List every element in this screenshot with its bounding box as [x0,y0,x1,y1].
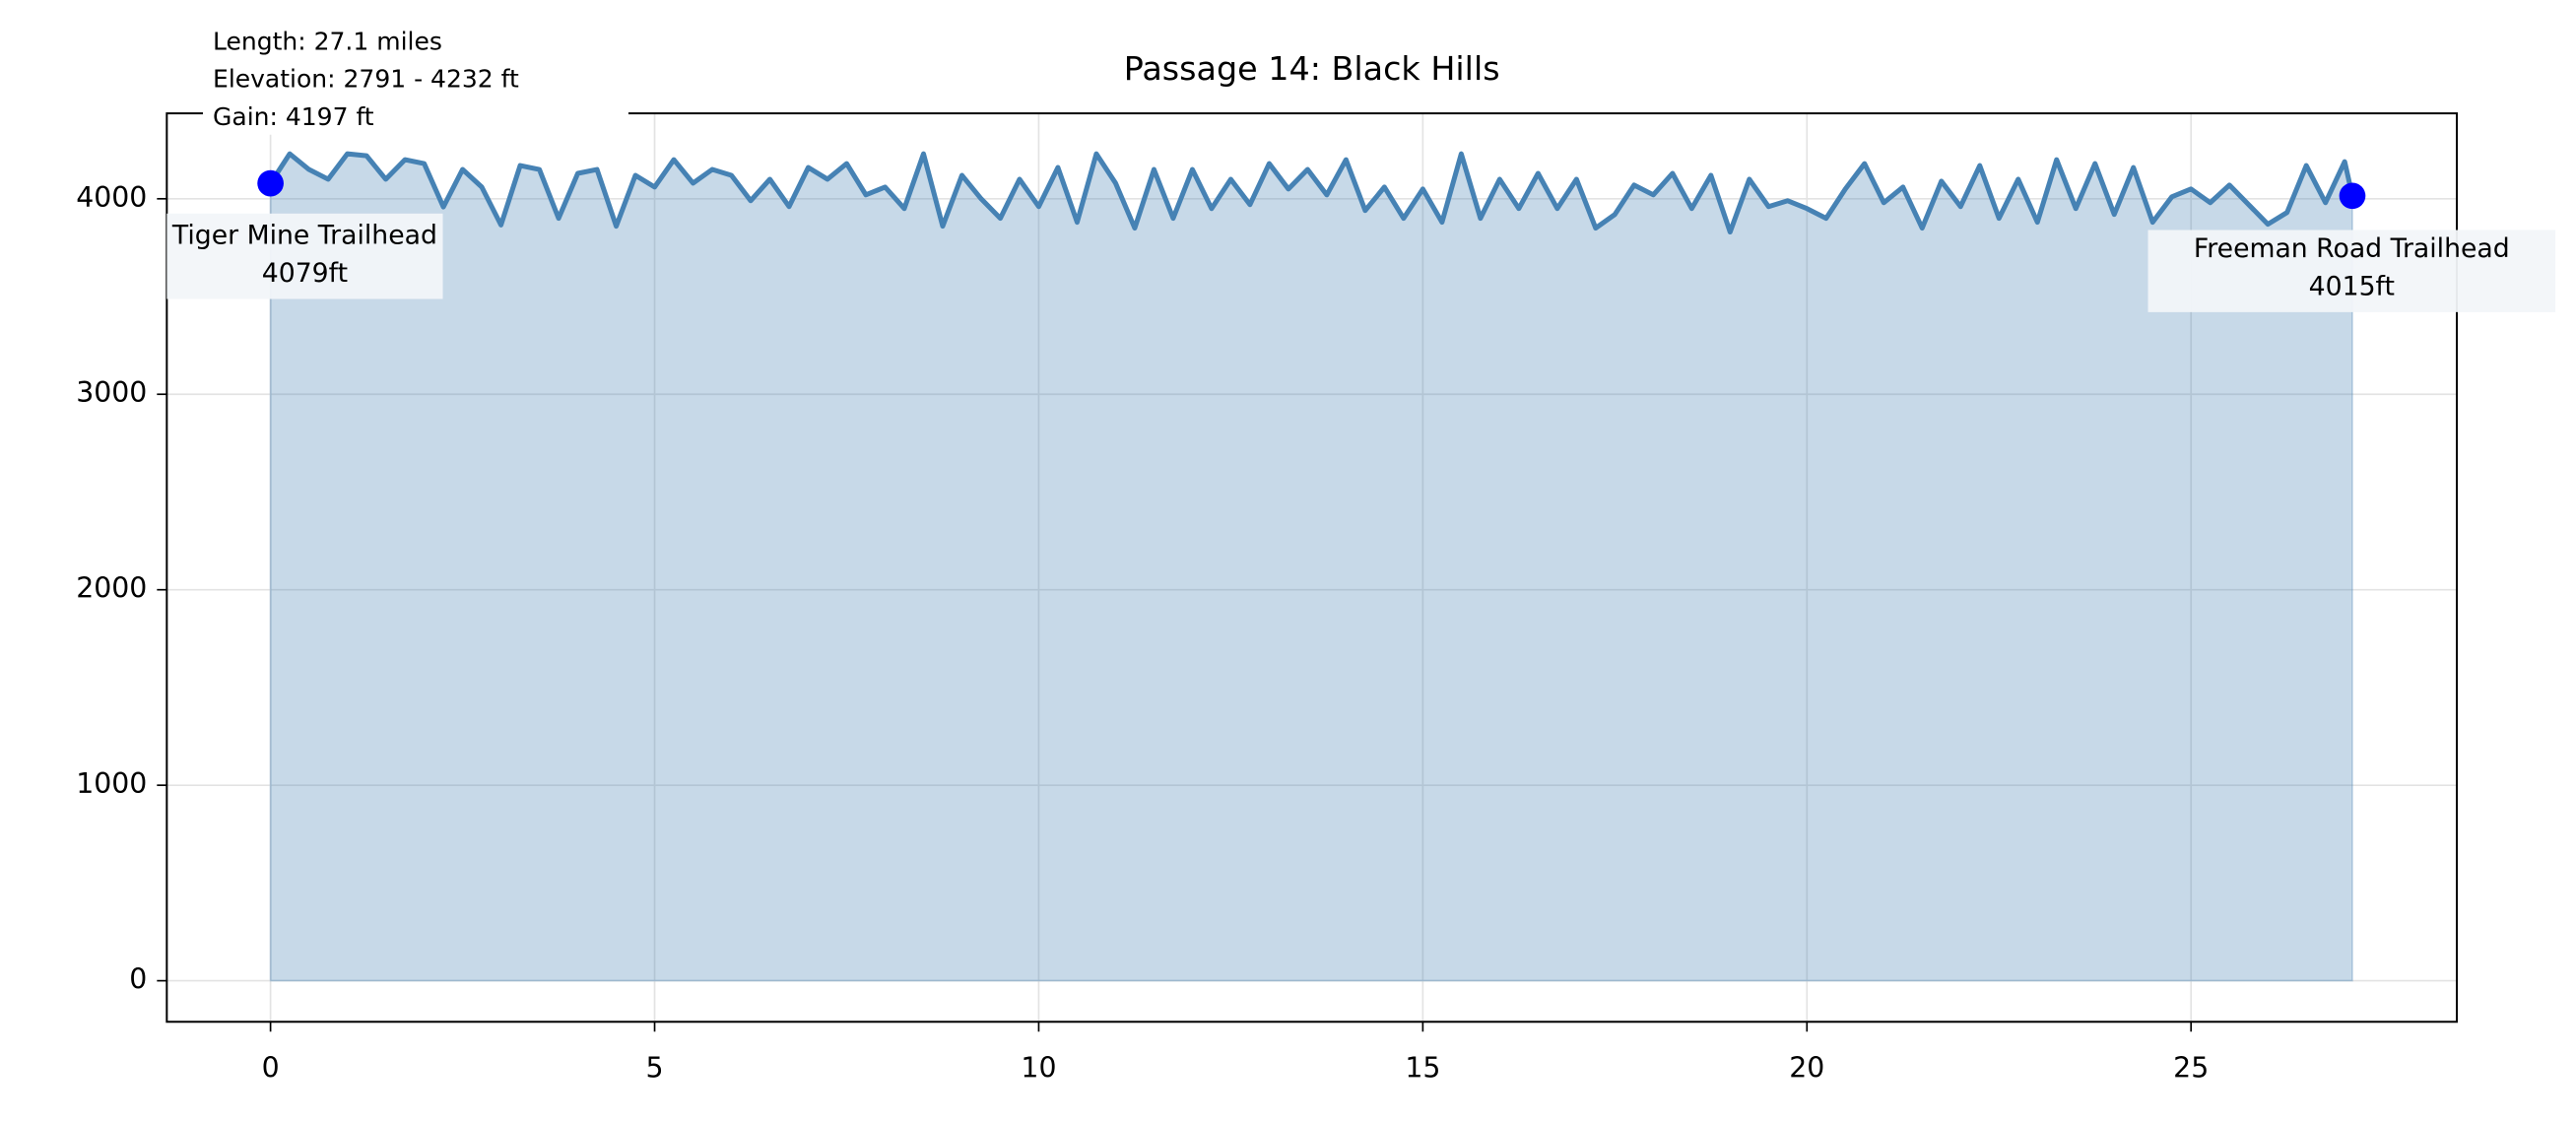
trailhead-elevation: 4079ft [262,258,348,289]
trailhead-marker [257,169,284,197]
y-tick-label: 1000 [76,767,147,800]
x-tick-label: 10 [1021,1052,1056,1085]
info-line: Elevation: 2791 - 4232 ft [213,65,519,94]
area-fill [269,151,2353,982]
chart-title: Passage 14: Black Hills [1124,49,1500,88]
y-tick-label: 2000 [76,572,147,605]
x-tick-label: 5 [646,1052,664,1085]
x-tick-label: 15 [1405,1052,1440,1085]
annotation-box [166,213,443,299]
info-line: Length: 27.1 miles [213,27,442,55]
y-tick-label: 3000 [76,376,147,409]
trailhead-elevation: 4015ft [2309,271,2395,301]
elevation-line [268,151,2355,235]
info-line: Gain: 4197 ft [213,102,374,131]
x-tick-label: 25 [2173,1052,2209,1085]
y-tick-label: 0 [129,963,147,996]
plot-frame [165,112,2459,1023]
trailhead-name: Freeman Road Trailhead [2194,233,2510,264]
x-tick-label: 0 [262,1052,280,1085]
trailhead-marker [2339,182,2366,210]
trailhead-name: Tiger Mine Trailhead [171,221,437,251]
annotation-box [2147,230,2556,312]
info-box [203,20,628,135]
x-tick-label: 20 [1789,1052,1824,1085]
y-tick-label: 4000 [76,181,147,214]
